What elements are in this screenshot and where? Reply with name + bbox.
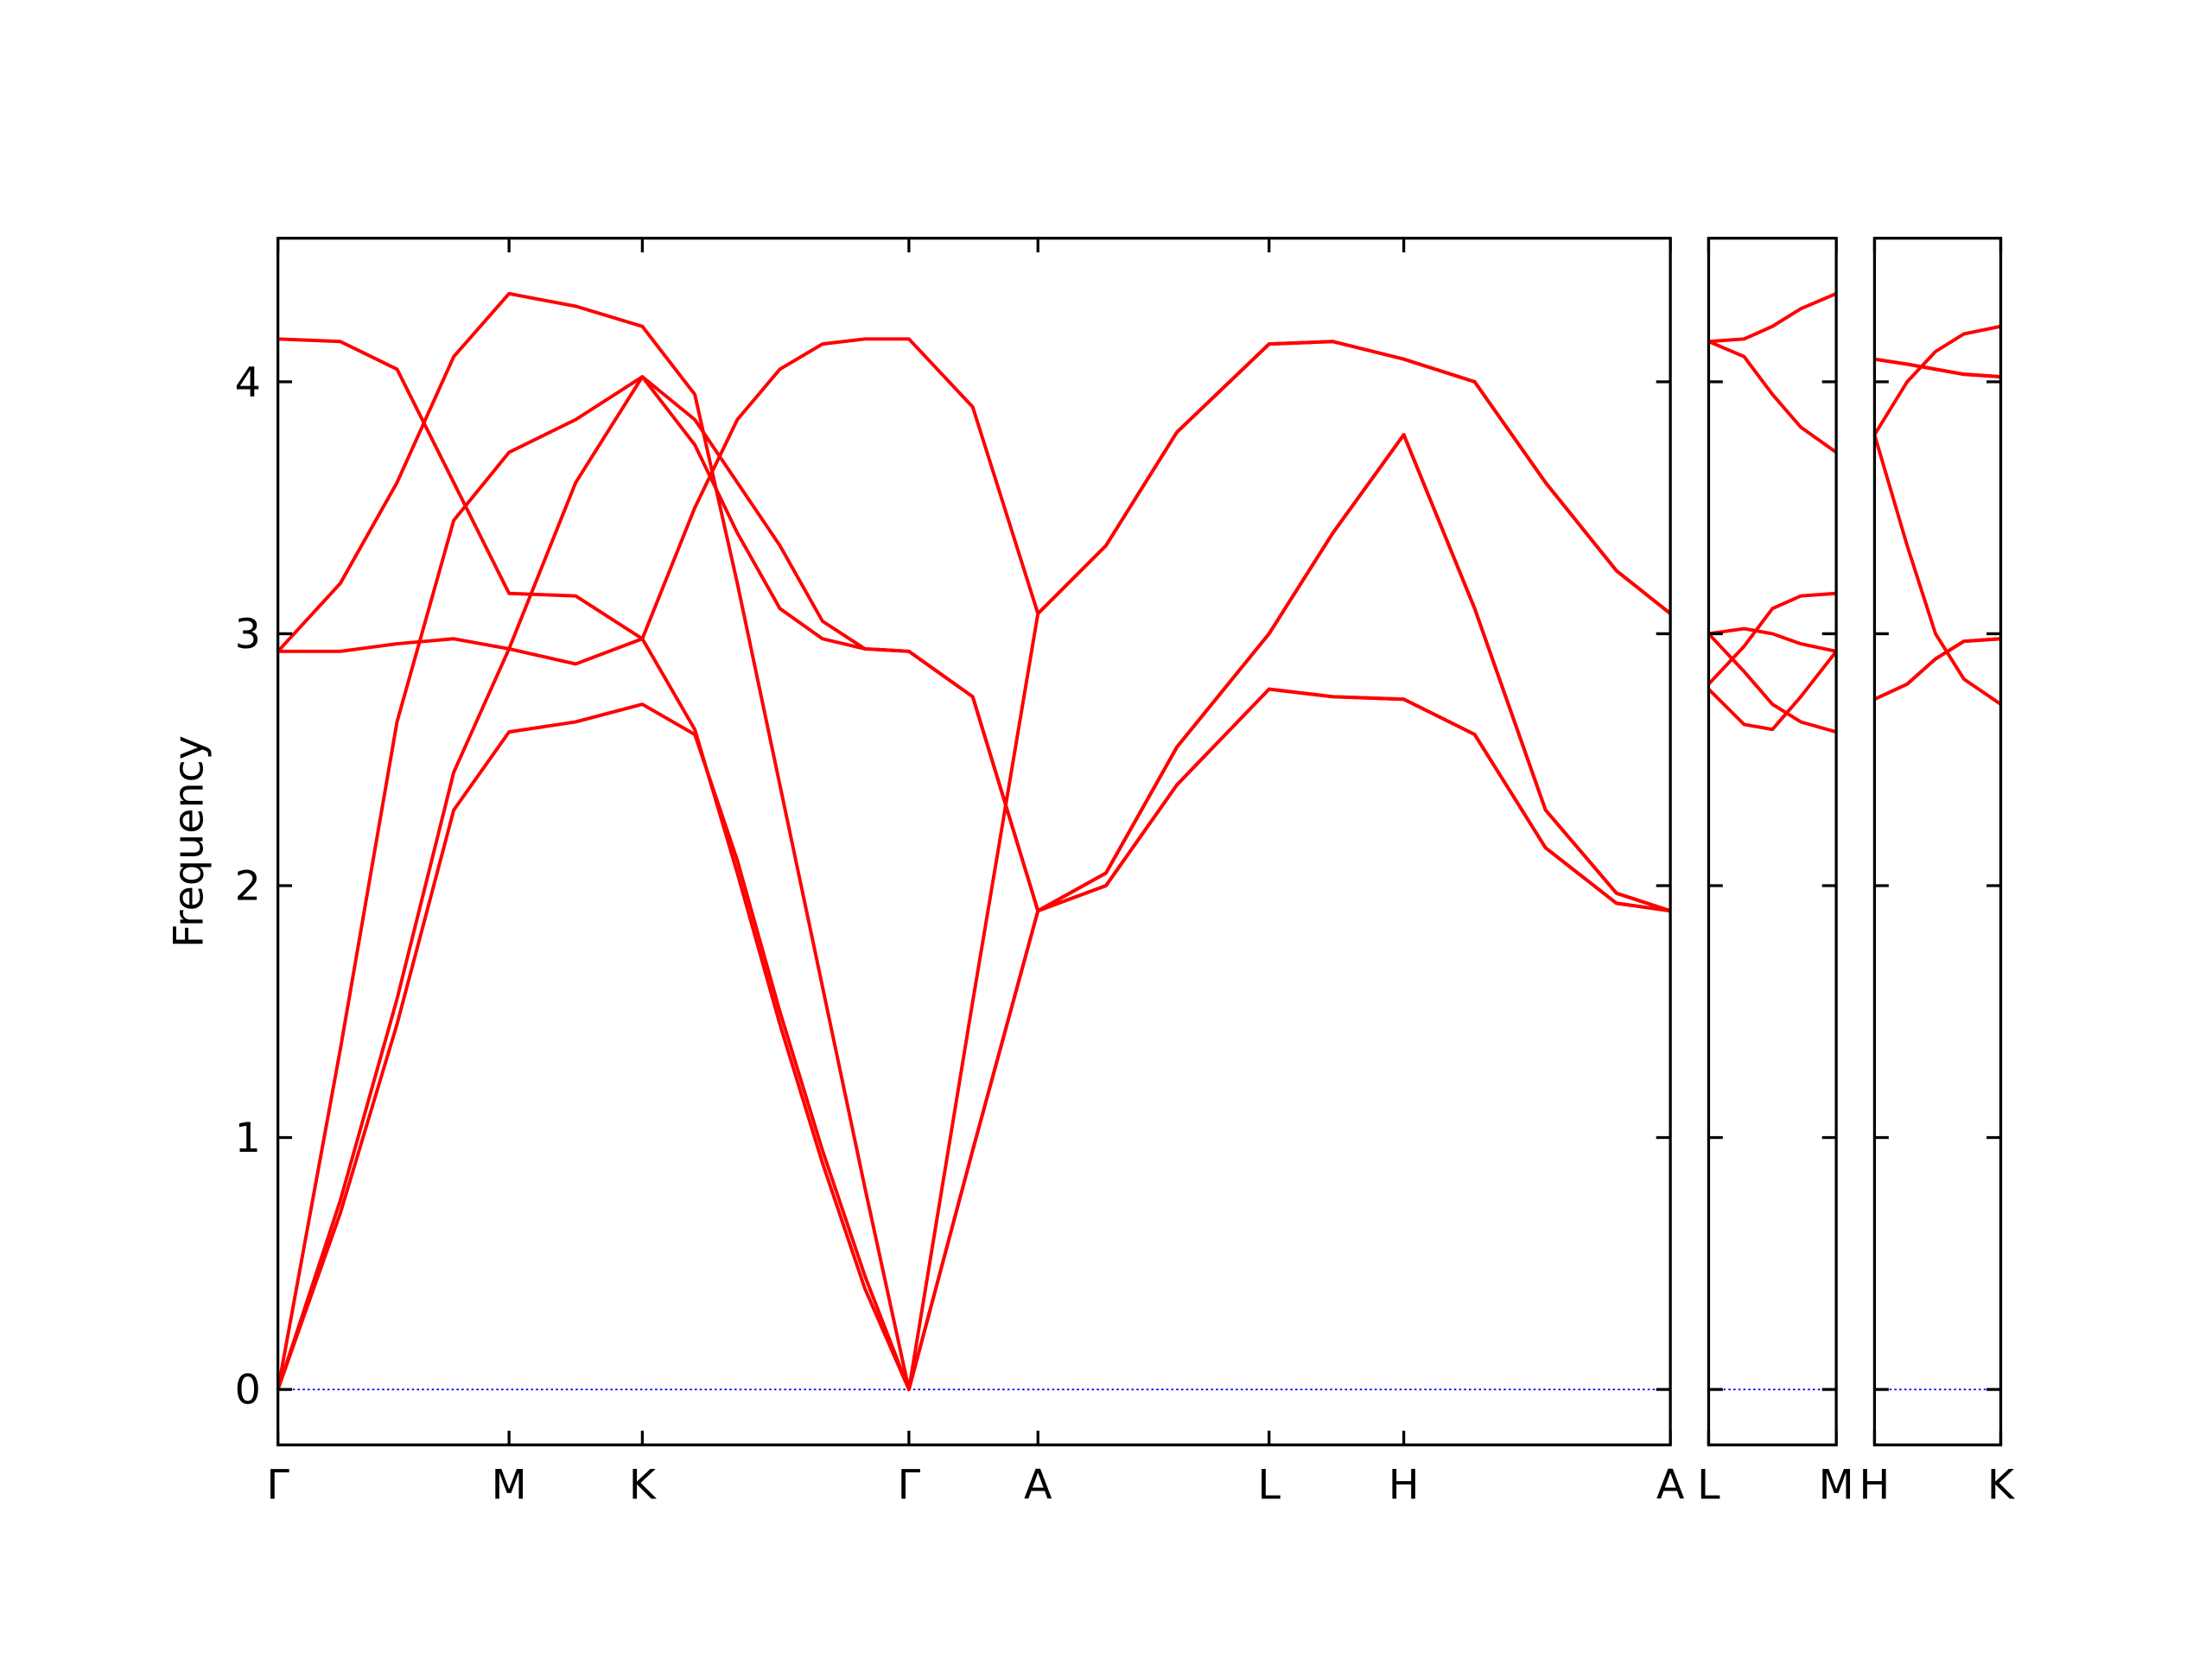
- x-tick-label: A: [1024, 1462, 1052, 1510]
- band-line: [1707, 591, 1837, 686]
- band-line: [277, 337, 1672, 641]
- x-tick-label: H: [1859, 1462, 1891, 1510]
- y-tick-label: 1: [235, 1115, 261, 1162]
- axes-frame: [1707, 237, 1838, 1446]
- band-line: [1874, 357, 2001, 379]
- band-line: [1872, 324, 2001, 436]
- x-tick-label: L: [1697, 1462, 1720, 1510]
- band-line: [276, 687, 1671, 1392]
- x-tick-label: H: [1389, 1462, 1420, 1510]
- y-tick-label: 4: [235, 359, 261, 406]
- band-line: [1873, 637, 2001, 702]
- x-tick-label: M: [1819, 1462, 1854, 1510]
- band-line: [1707, 340, 1838, 454]
- y-tick-label: 0: [235, 1366, 261, 1414]
- y-axis-label: Frequency: [166, 735, 213, 948]
- band-line: [1707, 632, 1837, 734]
- x-tick-label: K: [1987, 1462, 2016, 1510]
- band-line: [276, 375, 1671, 1390]
- x-tick-label: Γ: [898, 1462, 921, 1510]
- axes-frame: [1872, 237, 2003, 1446]
- y-tick-label: 2: [235, 862, 261, 910]
- band-line: [1707, 650, 1838, 732]
- band-line: [277, 340, 1672, 1392]
- band-line: [276, 291, 1671, 1392]
- band-line: [1708, 626, 1837, 653]
- band-line: [1872, 434, 2002, 706]
- x-tick-label: M: [492, 1462, 527, 1510]
- x-tick-label: A: [1656, 1462, 1685, 1510]
- y-tick-label: 3: [235, 611, 261, 658]
- band-line: [276, 375, 1671, 1390]
- x-tick-label: K: [629, 1462, 658, 1510]
- x-tick-label: Γ: [266, 1462, 289, 1510]
- x-tick-label: L: [1257, 1462, 1281, 1510]
- band-line: [1708, 292, 1837, 344]
- axes-frame: [276, 237, 1672, 1446]
